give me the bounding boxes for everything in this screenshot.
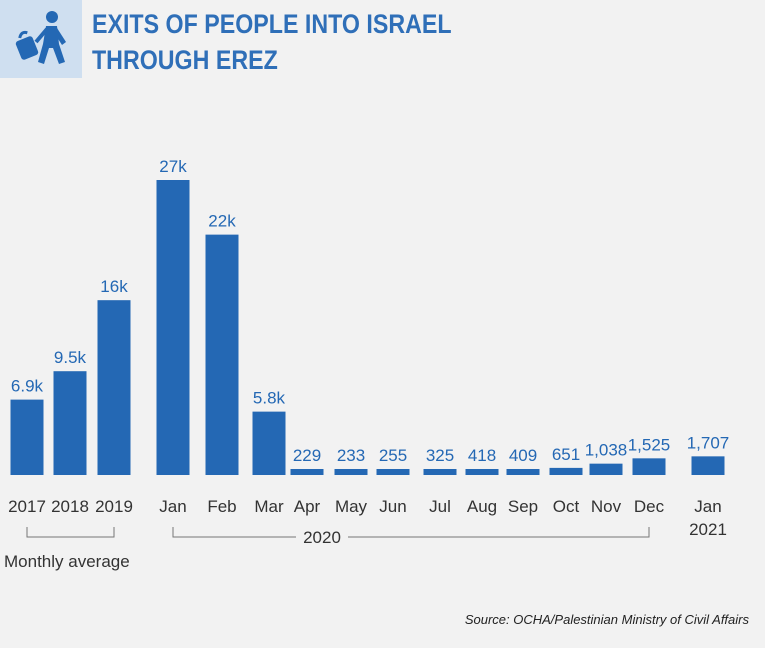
data-label: 1,038 <box>585 441 628 460</box>
bar <box>205 234 239 475</box>
category-label: Mar <box>254 497 284 516</box>
data-label: 5.8k <box>253 389 286 408</box>
category-label: Jan <box>694 497 721 516</box>
data-label: 9.5k <box>54 348 87 367</box>
bar <box>423 469 457 475</box>
group-bracket <box>26 527 115 538</box>
bar <box>549 467 583 475</box>
bar <box>632 458 666 475</box>
bar-chart: 6.9k 2017 9.5k 2018 16k 2019 27k Jan 22k Feb 5.8k M… <box>4 157 730 571</box>
bar <box>290 469 324 475</box>
category-label: Feb <box>207 497 236 516</box>
person-with-bag-icon <box>15 11 66 64</box>
category-label: 2017 <box>8 497 46 516</box>
category-label: 2018 <box>51 497 89 516</box>
chart-title: EXITS OF PEOPLE INTO ISRAEL THROUGH EREZ <box>92 6 608 78</box>
data-label: 325 <box>426 446 454 465</box>
category-label: Apr <box>294 497 321 516</box>
category-sublabel: 2021 <box>689 520 727 539</box>
category-label: 2019 <box>95 497 133 516</box>
category-label: Jan <box>159 497 186 516</box>
category-label: Dec <box>634 497 665 516</box>
group-bracket <box>172 527 296 538</box>
bar <box>10 399 44 475</box>
category-label: Aug <box>467 497 497 516</box>
category-label: May <box>335 497 368 516</box>
data-label: 1,525 <box>628 435 671 454</box>
data-label: 27k <box>159 157 187 176</box>
source-note: Source: OCHA/Palestinian Ministry of Civ… <box>464 612 749 627</box>
bar <box>691 456 725 475</box>
category-label: Jun <box>379 497 406 516</box>
data-label: 229 <box>293 446 321 465</box>
category-label: Jul <box>429 497 451 516</box>
bar <box>376 469 410 475</box>
group-bracket <box>348 527 650 538</box>
header-icon-box <box>0 0 82 78</box>
data-label: 255 <box>379 446 407 465</box>
category-label: Nov <box>591 497 622 516</box>
data-label: 409 <box>509 446 537 465</box>
data-label: 1,707 <box>687 433 730 452</box>
category-label: Oct <box>553 497 580 516</box>
data-label: 6.9k <box>11 377 44 396</box>
bar <box>506 469 540 475</box>
title-line-1: EXITS OF PEOPLE INTO ISRAEL <box>92 9 452 39</box>
data-label: 16k <box>100 277 128 296</box>
bar <box>334 469 368 475</box>
bar <box>97 300 131 475</box>
bar <box>53 371 87 475</box>
group-label: 2020 <box>303 528 341 547</box>
title-line-2: THROUGH EREZ <box>92 45 278 75</box>
group-label: Monthly average <box>4 552 130 571</box>
bar <box>156 180 190 475</box>
data-label: 418 <box>468 446 496 465</box>
data-label: 233 <box>337 446 365 465</box>
data-label: 651 <box>552 445 580 464</box>
category-label: Sep <box>508 497 538 516</box>
data-label: 22k <box>208 212 236 231</box>
bar <box>589 463 623 475</box>
bar <box>465 469 499 475</box>
bar <box>252 411 286 475</box>
